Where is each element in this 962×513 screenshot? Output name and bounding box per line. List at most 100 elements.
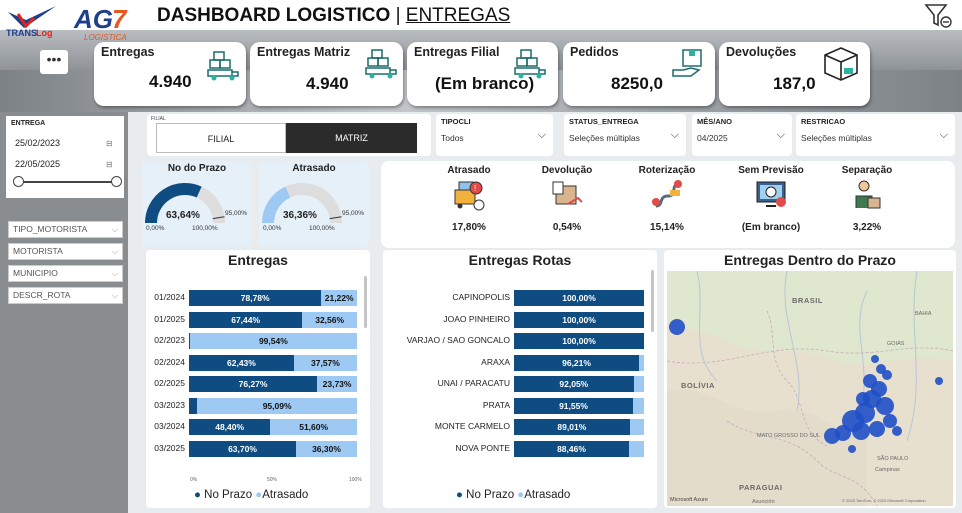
chart-scrollbar[interactable]	[651, 270, 654, 332]
bar-row[interactable]: 01/2024 78,78% 21,22%	[146, 290, 357, 306]
bar-row[interactable]: CAPINOPOLIS 100,00%	[383, 290, 644, 306]
bar-no-prazo[interactable]: 92,05%	[514, 376, 634, 392]
bar-atrasado[interactable]: 37,57%	[293, 354, 357, 371]
stat-sem-previsao: Sem Previsão (Em branco)	[721, 161, 821, 233]
title-separator: |	[395, 5, 401, 26]
bar-no-prazo[interactable]: 89,01%	[514, 419, 630, 435]
clear-filter-icon[interactable]	[924, 3, 954, 29]
bar-row[interactable]: VARJAO / SAO GONCALO 100,00%	[383, 333, 644, 349]
map-label: SÃO PAULO	[877, 456, 909, 462]
bar-row[interactable]: 01/2025 67,44% 32,56%	[146, 311, 357, 328]
bar-no-prazo[interactable]: 100,00%	[514, 333, 644, 349]
dropdown-restricao[interactable]: RESTRICAO Seleções múltiplas ⌵	[796, 114, 955, 156]
slicer-descr-rota[interactable]: DESCR_ROTA ⌵	[8, 287, 123, 304]
bar-atrasado[interactable]: 95,09%	[197, 397, 357, 414]
stat-separacao: Separação 3,22%	[817, 161, 917, 233]
bar-row[interactable]: 02/2025 76,27% 23,73%	[146, 376, 357, 392]
bar-row[interactable]: JOAO PINHEIRO 100,00%	[383, 311, 644, 328]
bar-no-prazo[interactable]	[189, 333, 190, 349]
bar-row[interactable]: 02/2024 62,43% 37,57%	[146, 354, 357, 371]
bar-atrasado[interactable]	[633, 397, 644, 414]
bar-row[interactable]: ARAXA 96,21%	[383, 354, 644, 371]
bar-row[interactable]: 02/2023 99,54%	[146, 333, 357, 349]
legend-atrasado[interactable]: Atrasado	[262, 489, 309, 501]
bar-atrasado[interactable]	[633, 376, 644, 392]
bar-row[interactable]: PRATA 91,55%	[383, 397, 644, 414]
dropdown-value: Todos	[441, 133, 464, 143]
date-slider-start-handle[interactable]	[13, 176, 24, 187]
bar-row[interactable]: MONTE CARMELO 89,01%	[383, 419, 644, 435]
date-range-filter: ENTREGA 25/02/2023 ⊟ 22/05/2025 ⊟	[6, 116, 124, 198]
bar-row[interactable]: 03/2023 95,09%	[146, 397, 357, 414]
dropdown-status-entrega[interactable]: STATUS_ENTREGA Seleções múltiplas ⌵	[564, 114, 686, 156]
date-slider-end-handle[interactable]	[111, 176, 122, 187]
bar-no-prazo[interactable]: 100,00%	[514, 311, 644, 328]
bar-atrasado[interactable]	[639, 354, 644, 371]
bar-atrasado[interactable]: 32,56%	[302, 311, 357, 328]
order-box-hand-icon	[672, 49, 702, 77]
slicer-municipio[interactable]: MUNICIPIO ⌵	[8, 265, 123, 282]
bar-atrasado[interactable]: 23,73%	[317, 376, 357, 392]
calendar-icon[interactable]: ⊟	[106, 160, 113, 169]
delivery-map[interactable]: BRASIL BOLÍVIA PARAGUAI GOIÁS MATO GROSS…	[667, 271, 953, 506]
kpi-entregas-filial: Entregas Filial (Em branco)	[407, 42, 558, 106]
delivery-truck-icon	[514, 49, 546, 79]
bar-no-prazo[interactable]: 100,00%	[514, 290, 644, 306]
category-label: 01/2025	[154, 313, 185, 324]
end-date-input[interactable]: 22/05/2025	[15, 159, 61, 169]
legend-no-prazo[interactable]: No Prazo	[466, 489, 515, 501]
bar-no-prazo[interactable]: 91,55%	[514, 397, 633, 414]
data-label: 100,00%	[562, 336, 596, 346]
start-date-input[interactable]: 25/02/2023	[15, 138, 61, 148]
bar-atrasado[interactable]: 99,54%	[189, 333, 357, 349]
stat-roterizacao: Roterização 15,14%	[617, 161, 717, 233]
bar-no-prazo[interactable]: 67,44%	[189, 311, 303, 328]
bar-no-prazo[interactable]: 88,46%	[514, 440, 629, 457]
dropdown-header: MÊS/ANO	[697, 117, 733, 126]
toggle-filial[interactable]: FILIAL	[156, 123, 286, 153]
slicer-label: MOTORISTA	[13, 246, 63, 256]
date-slider-track[interactable]	[14, 181, 117, 183]
legend-dot: ●	[456, 489, 463, 501]
dropdown-tipocli[interactable]: TIPOCLI Todos ⌵	[436, 114, 553, 156]
data-label: 36,30%	[312, 443, 341, 454]
chart-legend: ● No Prazo ●Atrasado	[456, 489, 570, 501]
bar-no-prazo[interactable]: 62,43%	[189, 354, 294, 371]
bar-row[interactable]: NOVA PONTE 88,46%	[383, 440, 644, 457]
legend-no-prazo[interactable]: No Prazo	[204, 489, 253, 501]
bar-atrasado[interactable]	[629, 419, 644, 435]
gauge-max: 100,00%	[192, 225, 218, 232]
bar-no-prazo[interactable]	[189, 397, 198, 414]
chevron-down-icon: ⌵	[537, 129, 546, 141]
bar-row[interactable]: UNAI / PARACATU 92,05%	[383, 376, 644, 392]
kpi-entregas-matriz: Entregas Matriz 4.940	[250, 42, 403, 106]
legend-dot: ●	[255, 489, 263, 501]
bar-no-prazo[interactable]: 48,40%	[189, 419, 271, 435]
bar-row[interactable]: 03/2024 48,40% 51,60%	[146, 419, 357, 435]
data-label: 99,54%	[258, 336, 288, 346]
slicer-tipo-motorista[interactable]: TIPO_MOTORISTA ⌵	[8, 221, 123, 238]
bar-row[interactable]: 03/2025 63,70% 36,30%	[146, 440, 357, 457]
bar-atrasado[interactable]	[628, 440, 644, 457]
bar-atrasado[interactable]: 51,60%	[270, 419, 357, 435]
bar-no-prazo[interactable]: 76,27%	[189, 376, 318, 392]
calendar-icon[interactable]: ⊟	[106, 139, 113, 148]
bar-no-prazo[interactable]: 78,78%	[189, 290, 322, 306]
slicer-motorista[interactable]: MOTORISTA ⌵	[8, 243, 123, 260]
bar-no-prazo[interactable]: 63,70%	[189, 440, 297, 457]
chart-scrollbar[interactable]	[364, 276, 367, 328]
menu-button[interactable]: •••	[40, 50, 68, 74]
data-label: 96,21%	[562, 357, 591, 368]
toggle-matriz[interactable]: MATRIZ	[286, 123, 417, 153]
legend-atrasado[interactable]: Atrasado	[524, 489, 571, 501]
bar-no-prazo[interactable]: 96,21%	[514, 354, 640, 371]
dropdown-mes-ano[interactable]: MÊS/ANO 04/2025 ⌵	[692, 114, 792, 156]
title-sub[interactable]: ENTREGAS	[405, 5, 511, 26]
bar-atrasado[interactable]: 36,30%	[296, 440, 357, 457]
gauge-target: 95,00%	[225, 210, 248, 217]
gauge-title: Atrasado	[292, 163, 336, 174]
dropdown-value: Seleções múltiplas	[801, 133, 872, 143]
category-label: UNAI / PARACATU	[437, 378, 510, 388]
status-stats-panel: Atrasado ! 17,80% Devolução 0,54% Roteri…	[381, 161, 955, 248]
bar-atrasado[interactable]: 21,22%	[321, 290, 357, 306]
